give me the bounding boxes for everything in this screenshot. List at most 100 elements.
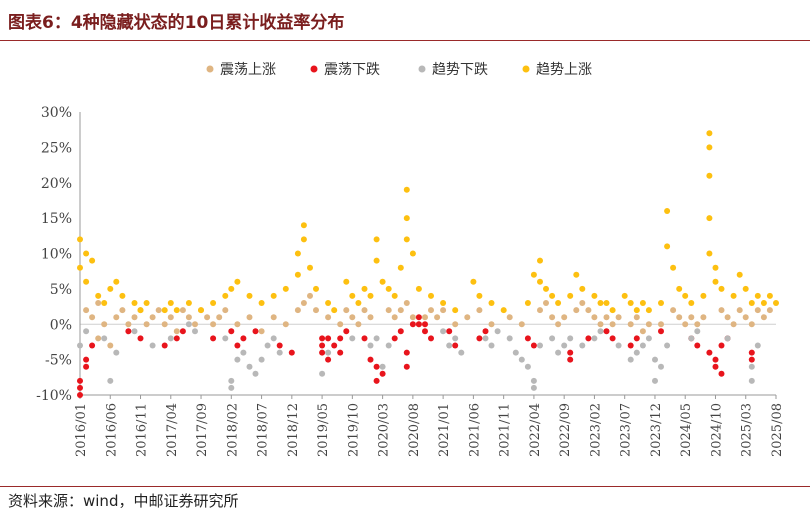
data-point xyxy=(555,349,562,356)
data-point xyxy=(397,307,404,314)
data-point xyxy=(706,144,713,151)
data-point xyxy=(549,292,556,299)
data-point xyxy=(688,335,695,342)
data-point xyxy=(591,314,598,321)
data-point xyxy=(210,300,217,306)
data-point xyxy=(131,300,138,306)
data-point xyxy=(579,285,586,292)
data-point xyxy=(246,363,253,370)
data-point xyxy=(422,321,428,328)
data-point xyxy=(458,349,465,356)
data-point xyxy=(428,292,434,299)
data-point xyxy=(258,300,265,306)
source-note: 资料来源：wind，中邮证券研究所 xyxy=(8,492,239,510)
data-point xyxy=(161,342,168,349)
data-point xyxy=(361,335,368,342)
x-tick-label: 2022/04 xyxy=(528,403,543,457)
data-point xyxy=(518,321,525,328)
data-point xyxy=(349,314,356,321)
data-point xyxy=(712,278,719,285)
data-point xyxy=(470,278,477,285)
data-point xyxy=(452,335,459,342)
data-point xyxy=(748,363,755,370)
data-point xyxy=(676,285,683,292)
data-point xyxy=(246,292,253,299)
data-point xyxy=(228,377,235,384)
y-tick-label: 30% xyxy=(41,105,72,121)
y-tick-label: -5% xyxy=(45,353,72,369)
data-point xyxy=(524,335,531,342)
series-group xyxy=(77,130,779,314)
data-point xyxy=(766,292,773,299)
data-point xyxy=(83,363,90,370)
data-point xyxy=(361,285,368,292)
x-tick-label: 2019/05 xyxy=(316,403,331,457)
data-point xyxy=(627,300,634,306)
data-point xyxy=(270,314,277,321)
x-tick-label: 2019/10 xyxy=(346,403,361,457)
legend-marker xyxy=(522,65,530,73)
data-point xyxy=(319,349,326,356)
data-point xyxy=(185,300,192,306)
data-point xyxy=(149,342,156,349)
data-point xyxy=(537,257,543,264)
data-point xyxy=(591,292,598,299)
data-point xyxy=(83,250,90,257)
data-point xyxy=(706,130,713,137)
data-point xyxy=(633,335,640,342)
data-point xyxy=(161,307,168,314)
data-point xyxy=(482,328,489,335)
legend-label: 震荡上涨 xyxy=(220,62,276,78)
data-point xyxy=(337,335,344,342)
x-tick-label: 2021/06 xyxy=(467,403,482,457)
data-point xyxy=(530,377,537,384)
data-point xyxy=(276,349,283,356)
data-point xyxy=(452,307,459,314)
data-point xyxy=(524,363,531,370)
data-point xyxy=(633,314,640,321)
data-point xyxy=(748,356,755,363)
data-point xyxy=(185,314,192,321)
data-point xyxy=(294,307,301,314)
data-point xyxy=(192,328,198,335)
data-point xyxy=(476,307,483,314)
data-point xyxy=(452,321,459,328)
data-point xyxy=(718,307,725,314)
series-group xyxy=(77,321,761,391)
data-point xyxy=(313,307,319,314)
data-point xyxy=(282,321,289,328)
data-point xyxy=(440,328,447,335)
data-point xyxy=(325,356,332,363)
data-point xyxy=(488,300,495,306)
x-tick-label: 2025/08 xyxy=(770,403,785,457)
data-point xyxy=(718,370,725,377)
data-point xyxy=(440,307,447,314)
data-point xyxy=(95,292,102,299)
y-tick-label: 15% xyxy=(41,211,72,227)
data-point xyxy=(482,335,489,342)
data-point xyxy=(664,208,671,214)
data-point xyxy=(319,342,326,349)
data-point xyxy=(658,363,664,370)
figure-title: 图表6：4种隐藏状态的10日累计收益率分布 xyxy=(8,13,345,33)
data-point xyxy=(385,285,392,292)
y-axis: -10% -5% 0% 5% 10% 15% 20% 25% 30% xyxy=(36,105,81,404)
data-point xyxy=(712,264,719,271)
x-tick-label: 2016/01 xyxy=(74,403,89,457)
data-point xyxy=(627,356,634,363)
data-point xyxy=(264,342,271,349)
legend-marker xyxy=(418,65,426,73)
data-point xyxy=(222,292,229,299)
data-point xyxy=(149,314,156,321)
series-group xyxy=(77,314,755,398)
data-point xyxy=(754,307,761,314)
data-point xyxy=(288,349,295,356)
series-group xyxy=(83,292,773,349)
data-point xyxy=(83,328,90,335)
data-point xyxy=(325,335,332,342)
data-point xyxy=(488,321,495,328)
data-point xyxy=(748,377,755,384)
data-point xyxy=(119,307,126,314)
data-point xyxy=(228,285,235,292)
legend-marker xyxy=(206,65,214,73)
